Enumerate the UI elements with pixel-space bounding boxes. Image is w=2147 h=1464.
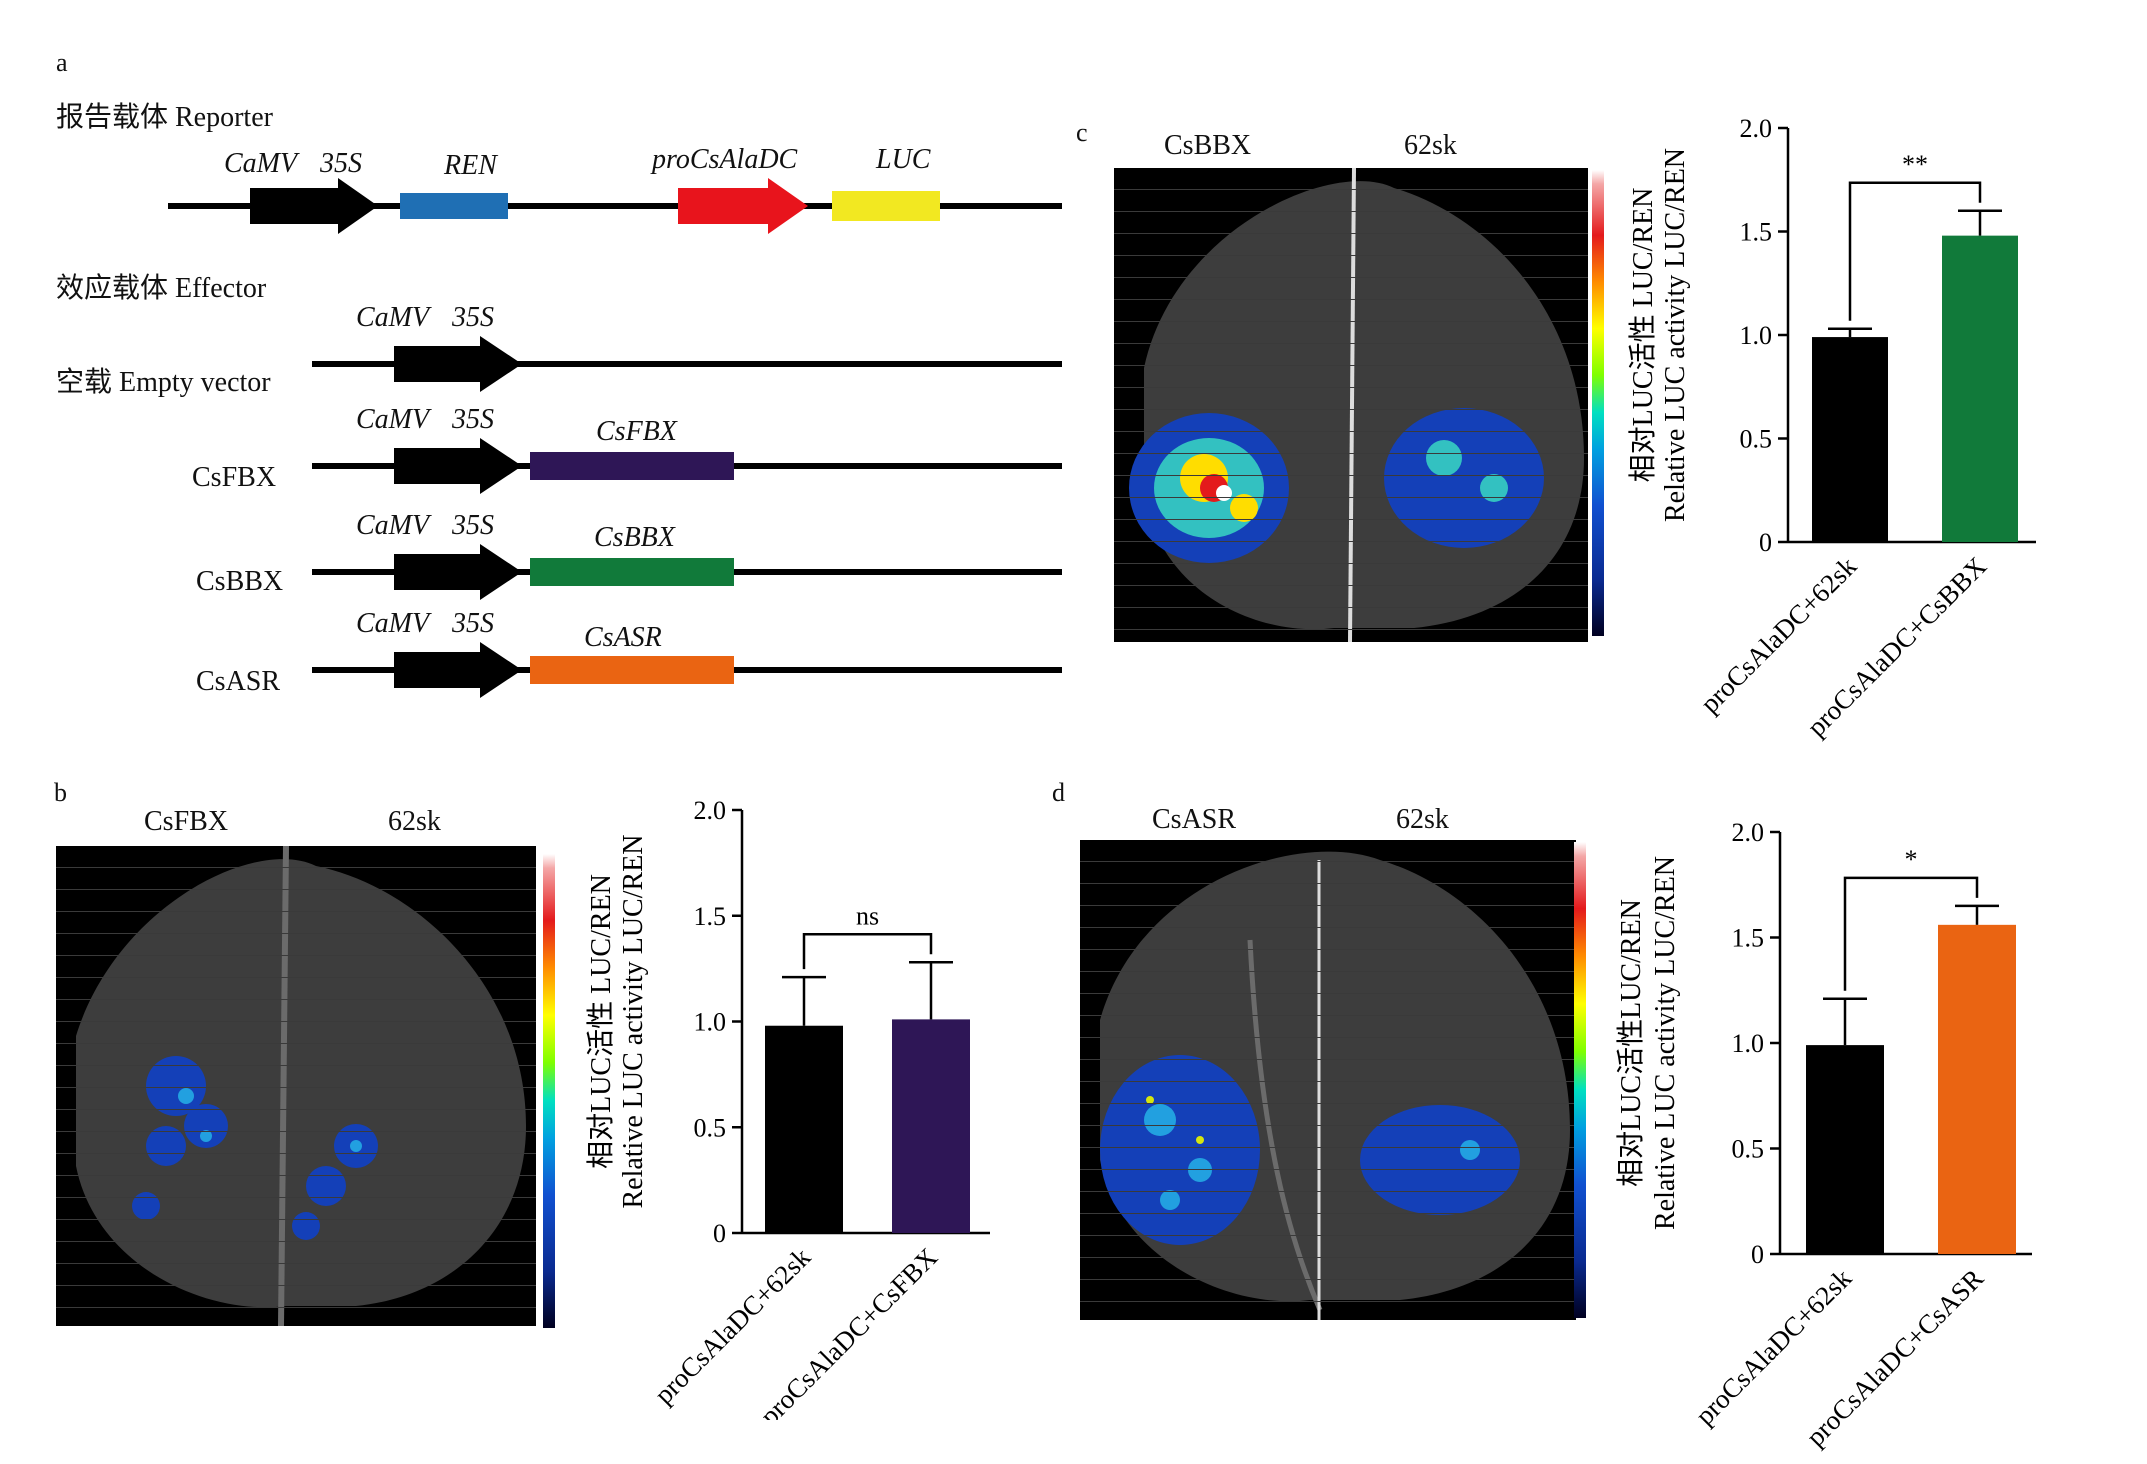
y-tick-label: 2.0: [1732, 818, 1765, 847]
row3-camv-label: CaMV: [356, 608, 430, 639]
bar: [1812, 337, 1888, 542]
empty-vector-promoter-arrow: [394, 336, 522, 392]
y-axis-label-en: Relative LUC activity LUC/REN: [1650, 856, 1681, 1230]
reporter-35s-label: 35S: [320, 148, 362, 179]
pro-csaladc-arrow: [678, 178, 808, 234]
y-tick-label: 0.5: [1740, 425, 1773, 454]
y-tick-label: 0.5: [1732, 1135, 1765, 1164]
reporter-title: 报告载体 Reporter: [56, 102, 273, 133]
y-axis-label-cn: 相对LUC活性 LUC/REN: [1627, 188, 1659, 483]
y-tick-label: 2.0: [1740, 114, 1773, 143]
panel-c-left-label: CsBBX: [1164, 130, 1252, 161]
bar: [1942, 235, 2018, 542]
csbbx-promoter-arrow: [394, 544, 522, 600]
y-tick-label: 1.5: [1740, 218, 1773, 247]
panel-c-right-label: 62sk: [1404, 130, 1457, 161]
csasr-promoter-arrow: [394, 642, 522, 698]
significance-label: **: [1902, 150, 1928, 179]
csfbx-block: [530, 452, 734, 480]
row1-35s-label: 35S: [452, 404, 494, 435]
reporter-pro-label: proCsAlaDC: [652, 144, 798, 175]
y-tick-label: 0: [1751, 1240, 1764, 1269]
panel-c-bar-chart: 0 0.5 1.0 1.5 2.0 相对LUC活性 LUC/REN Relative LUC…: [1627, 114, 2036, 742]
panel-d-luminescence-image: [1080, 840, 1576, 1320]
camv-35s-promoter-arrow: [250, 178, 378, 234]
panel-d-colorbar: [1574, 842, 1586, 1318]
panel-d-bar-chart: 0 0.5 1.0 1.5 2.0 相对LUC活性LUC/REN Relative LUC …: [1615, 818, 2032, 1452]
csasr-block: [530, 656, 734, 684]
row3-35s-label: 35S: [452, 608, 494, 639]
panel-b-colorbar: [543, 854, 555, 1328]
y-tick-label: 1.0: [1732, 1029, 1765, 1058]
row1-name: CsFBX: [192, 462, 277, 493]
panel-b-right-label: 62sk: [388, 806, 441, 837]
bar: [765, 1025, 843, 1233]
y-tick-label: 1.0: [1740, 321, 1773, 350]
bar: [1806, 1045, 1884, 1254]
bar: [1938, 924, 2016, 1254]
significance-label: ns: [856, 901, 879, 930]
row2-gene-label: CsBBX: [594, 522, 675, 553]
csbbx-block: [530, 558, 734, 586]
y-tick-label: 2.0: [694, 796, 727, 825]
luc-block: [832, 191, 940, 221]
panel-d-left-label: CsASR: [1152, 804, 1237, 835]
y-tick-label: 0: [713, 1219, 726, 1248]
panel-c-letter: c: [1076, 118, 1088, 147]
panel-b-left-label: CsFBX: [144, 806, 229, 837]
ren-block: [400, 193, 508, 219]
row1-gene-label: CsFBX: [596, 416, 677, 447]
row2-35s-label: 35S: [452, 510, 494, 541]
row3-gene-label: CsASR: [584, 622, 662, 653]
row0-camv-label: CaMV: [356, 302, 430, 333]
y-tick-label: 1.5: [694, 902, 727, 931]
y-tick-label: 1.5: [1732, 924, 1765, 953]
y-axis-label-cn: 相对LUC活性LUC/REN: [1615, 899, 1647, 1187]
row0-name: 空载 Empty vector: [56, 367, 271, 398]
y-axis-label-cn: 相对LUC活性 LUC/REN: [585, 874, 617, 1169]
csfbx-promoter-arrow: [394, 438, 522, 494]
effector-title: 效应载体 Effector: [56, 273, 267, 304]
significance-label: *: [1905, 845, 1918, 874]
y-tick-label: 0.5: [694, 1113, 727, 1142]
reporter-camv-label: CaMV: [224, 148, 298, 179]
reporter-luc-label: LUC: [876, 144, 931, 175]
row0-35s-label: 35S: [452, 302, 494, 333]
row2-name: CsBBX: [196, 566, 284, 597]
significance-bracket: [802, 933, 933, 970]
bar: [892, 1019, 970, 1233]
panel-b-luminescence-image: [56, 846, 536, 1326]
significance-bracket: [1848, 181, 1982, 321]
y-axis-label-en: Relative LUC activity LUC/REN: [618, 834, 649, 1208]
panel-b-letter: b: [54, 778, 67, 807]
row3-name: CsASR: [196, 666, 281, 697]
reporter-ren-label: REN: [444, 150, 497, 181]
y-axis-label-en: Relative LUC activity LUC/REN: [1660, 148, 1691, 522]
row2-camv-label: CaMV: [356, 510, 430, 541]
panel-b-bar-chart: 0 0.5 1.0 1.5 2.0 相对LUC活性 LUC/REN Relative LUC…: [585, 796, 990, 1420]
construct-diagram: [168, 178, 1062, 698]
y-tick-label: 1.0: [694, 1008, 727, 1037]
panel-d-right-label: 62sk: [1396, 804, 1449, 835]
panel-c-colorbar: [1592, 170, 1604, 636]
panel-d-letter: d: [1052, 778, 1065, 807]
y-tick-label: 0: [1759, 528, 1772, 557]
significance-bracket: [1843, 876, 1979, 991]
panel-c-luminescence-image: [1114, 168, 1588, 642]
panel-a-letter: a: [56, 48, 68, 77]
row1-camv-label: CaMV: [356, 404, 430, 435]
